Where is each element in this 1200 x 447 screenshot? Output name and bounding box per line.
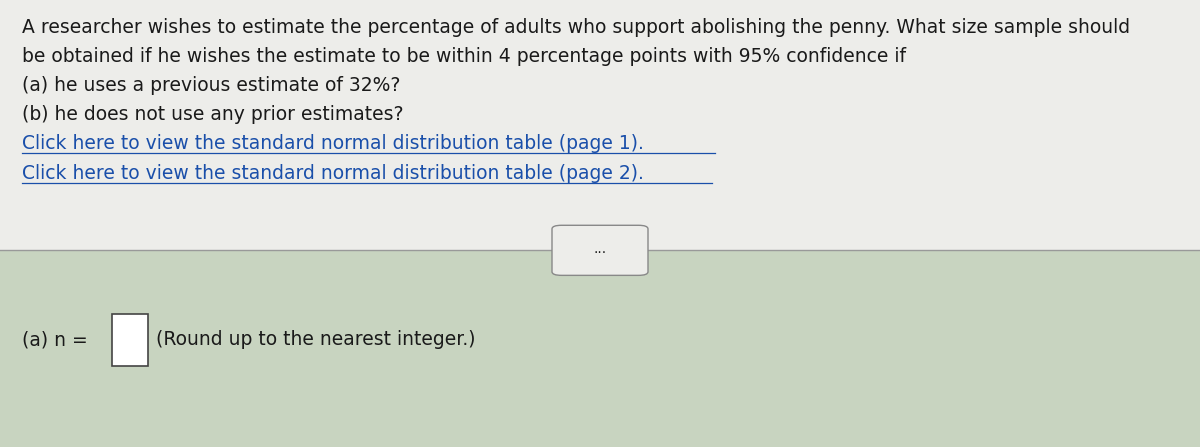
Text: (a) n =: (a) n =: [22, 330, 94, 349]
Bar: [0, 250, 1200, 447]
Text: Click here to view the standard normal distribution table (page 2).: Click here to view the standard normal d…: [22, 164, 643, 184]
Bar: [0, 0, 1200, 250]
Text: Click here to view the standard normal distribution table (page 1).: Click here to view the standard normal d…: [22, 134, 643, 153]
Bar: [112, 314, 148, 366]
Text: (a) he uses a previous estimate of 32%?: (a) he uses a previous estimate of 32%?: [22, 76, 400, 95]
Text: (Round up to the nearest integer.): (Round up to the nearest integer.): [156, 330, 475, 349]
Text: be obtained if he wishes the estimate to be within 4 percentage points with 95% : be obtained if he wishes the estimate to…: [22, 47, 906, 66]
Text: (b) he does not use any prior estimates?: (b) he does not use any prior estimates?: [22, 105, 403, 124]
Text: ...: ...: [594, 242, 606, 257]
FancyBboxPatch shape: [552, 225, 648, 275]
Text: A researcher wishes to estimate the percentage of adults who support abolishing : A researcher wishes to estimate the perc…: [22, 18, 1129, 37]
